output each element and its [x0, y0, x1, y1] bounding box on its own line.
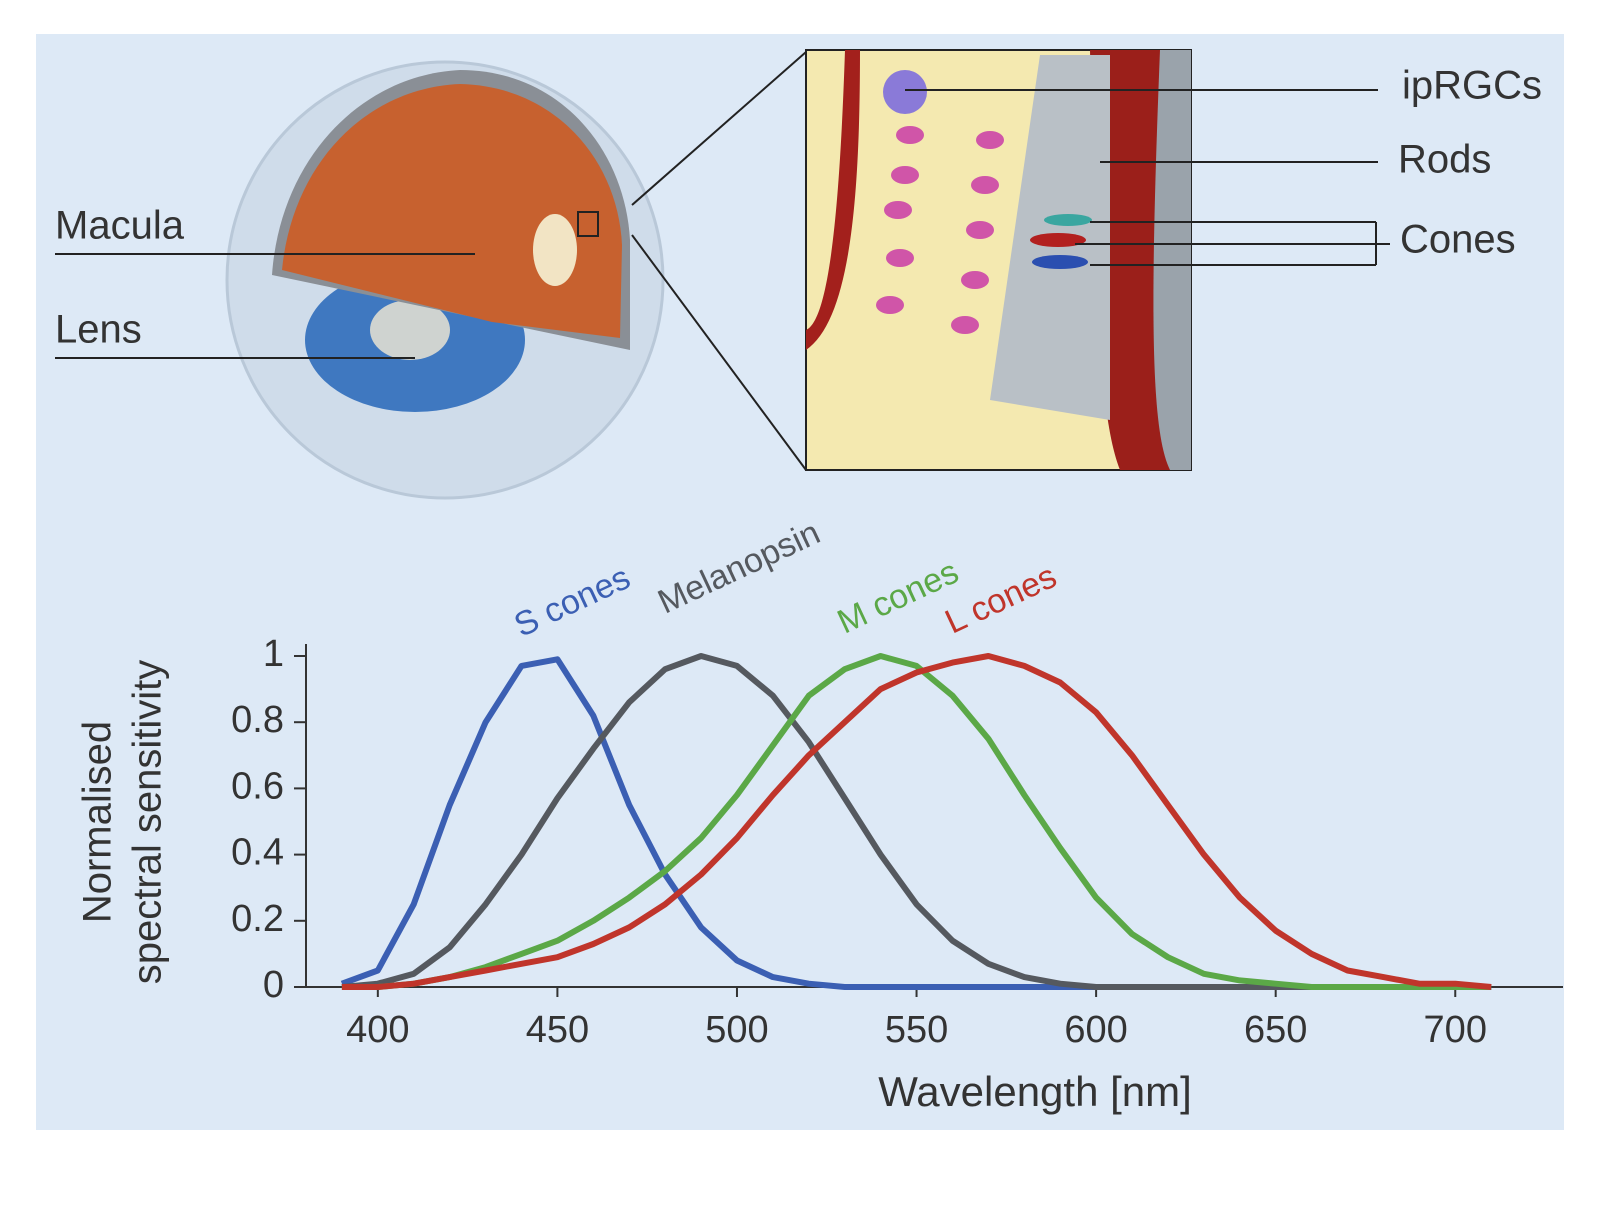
series-line [341, 653, 1492, 990]
x-tick-label: 700 [1424, 1009, 1487, 1051]
series-line [341, 653, 1492, 990]
diagram-label: ipRGCs [1402, 64, 1542, 108]
retina-inset [805, 49, 1192, 471]
x-tick-label: 600 [1064, 1009, 1127, 1051]
leader-lines [55, 89, 1390, 359]
x-tick-label: 450 [526, 1009, 589, 1051]
x-tick-label: 550 [885, 1009, 948, 1051]
y-tick-label: 0.4 [231, 832, 284, 874]
x-tick-label: 400 [346, 1009, 409, 1051]
diagram-label: Cones [1400, 218, 1516, 262]
eye-illustration [225, 51, 807, 500]
diagram-label: Lens [55, 308, 142, 352]
y-tick-label: 0.2 [231, 898, 284, 940]
x-tick-label: 650 [1244, 1009, 1307, 1051]
x-tick-label: 500 [705, 1009, 768, 1051]
diagram-label: Rods [1398, 138, 1491, 182]
y-tick-label: 1 [263, 633, 284, 675]
y-axis-title: Normalised [76, 721, 120, 923]
y-axis-title: spectral sensitivity [126, 660, 170, 985]
y-tick-label: 0.6 [231, 765, 284, 807]
diagram-label: Macula [55, 204, 185, 248]
x-axis-title: Wavelength [nm] [878, 1068, 1192, 1115]
y-tick-label: 0 [263, 964, 284, 1006]
y-tick-label: 0.8 [231, 699, 284, 741]
